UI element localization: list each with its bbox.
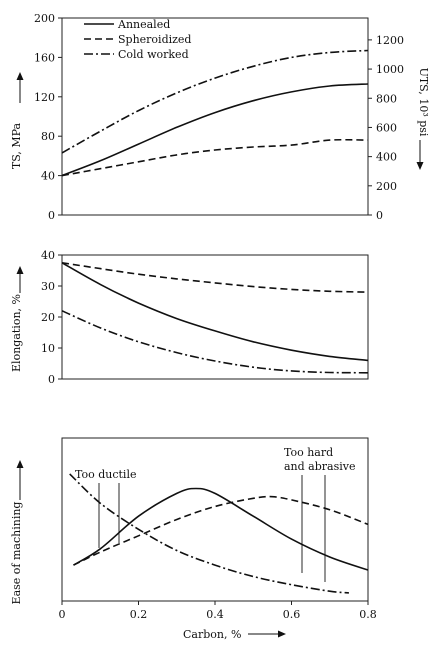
series-line-annealed [73,487,369,571]
strength-y2-arrowhead-icon [416,162,424,170]
series-line-cold-worked [61,310,369,374]
legend-label-annealed: Annealed [117,18,170,31]
carbon-x-axis: 0 0.2 0.4 0.6 0.8 [59,601,377,621]
y-tick-label: 20 [41,311,55,324]
machinability-panel: 0 0.2 0.4 0.6 0.8 Ease of machining Carbon, … [10,437,377,641]
x-tick-label: 0.2 [130,608,148,621]
y2-tick-label: 600 [376,121,397,134]
carbon-x-arrowhead-icon [278,630,286,638]
y2-tick-label: 0 [376,209,383,222]
y-tick-label: 200 [34,12,55,25]
series-line-annealed [61,83,369,177]
y-tick-label: 160 [34,51,55,64]
strength-plot-frame [61,17,369,216]
y-tick-label: 30 [41,280,55,293]
elongation-y-axis-title: Elongation, % [10,294,23,372]
strength-panel: 0 40 80 120 160 200 0 200 400 600 800 1000 1200 TS,… [10,12,430,222]
series-line-spheroidized [61,138,369,177]
series-line-spheroidized [73,495,369,566]
y-tick-label: 40 [41,249,55,262]
y2-tick-label: 1200 [376,34,404,47]
y-tick-label: 10 [41,342,55,355]
y-tick-label: 0 [48,209,55,222]
x-tick-label: 0.4 [206,608,224,621]
series-line-cold-worked [61,49,369,154]
machinability-y-arrowhead-icon [16,460,24,468]
legend-label-cold-worked: Cold worked [118,48,189,61]
y2-tick-label: 800 [376,92,397,105]
strength-y-axis-title: TS, MPa [10,122,23,169]
y-tick-label: 40 [41,170,55,183]
strength-right-axis: 0 200 400 600 800 1000 1200 [368,34,404,222]
strength-series-lines [61,49,369,177]
carbon-x-axis-title: Carbon, % [183,628,241,641]
legend-label-spheroidized: Spheroidized [118,33,191,46]
annotation-and-abrasive: and abrasive [284,460,355,473]
annotation-too-ductile: Too ductile [75,468,136,481]
elongation-series-lines [61,262,369,374]
y2-tick-label: 400 [376,151,397,164]
x-tick-label: 0.8 [359,608,377,621]
machinability-series-lines [69,473,369,594]
strength-y2-axis-title: UTS, 10³ psi [417,68,430,137]
series-line-spheroidized [61,262,369,293]
x-tick-label: 0 [59,608,66,621]
y-tick-label: 0 [48,373,55,386]
series-line-annealed [61,262,369,362]
annotation-too-hard: Too hard [284,446,333,459]
elongation-left-axis: 0 10 20 30 40 [41,249,62,386]
y2-tick-label: 1000 [376,63,404,76]
elongation-y-arrowhead-icon [16,266,24,274]
series-line-cold-worked [69,473,349,594]
y-tick-label: 80 [41,130,55,143]
x-tick-label: 0.6 [283,608,301,621]
y-tick-label: 120 [34,91,55,104]
elongation-panel: 0 10 20 30 40 Elongation, % [10,249,369,386]
strength-y-arrowhead-icon [16,72,24,80]
strength-legend: Annealed Spheroidized Cold worked [84,18,191,61]
y2-tick-label: 200 [376,180,397,193]
strength-left-axis: 0 40 80 120 160 200 [34,12,62,222]
machinability-y-axis-title: Ease of machining [10,502,23,605]
